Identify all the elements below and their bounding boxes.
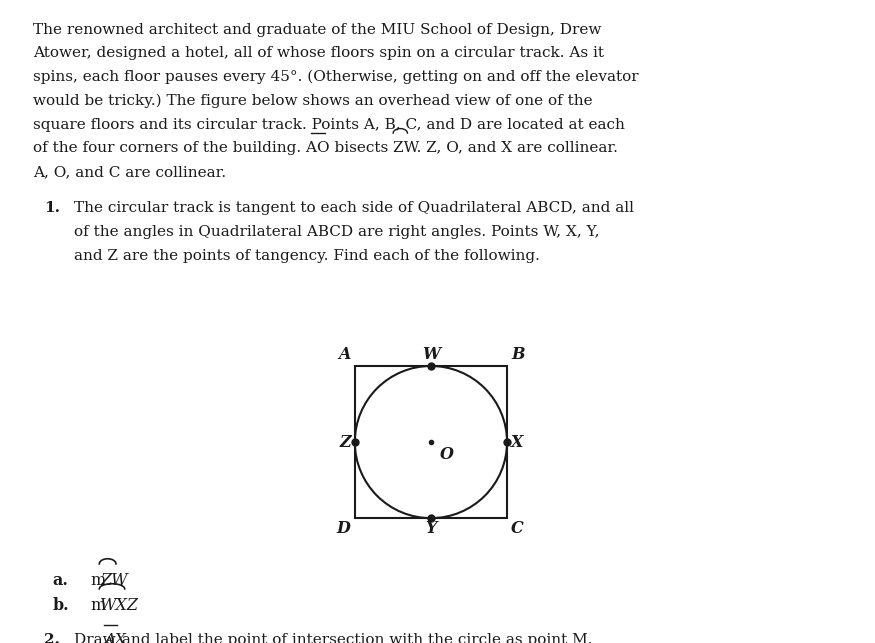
Text: AX: AX [104,633,126,643]
Text: ZW: ZW [100,572,128,589]
Text: WXZ: WXZ [100,597,139,614]
Text: and Z are the points of tangency. Find each of the following.: and Z are the points of tangency. Find e… [74,248,540,262]
Text: and label the point of intersection with the circle as point M.: and label the point of intersection with… [117,633,592,643]
Text: The circular track is tangent to each side of Quadrilateral ABCD, and all: The circular track is tangent to each si… [74,201,634,215]
Text: of the four corners of the building. AO bisects ZW. Z, O, and X are collinear.: of the four corners of the building. AO … [33,141,618,156]
Text: of the angles in Quadrilateral ABCD are right angles. Points W, X, Y,: of the angles in Quadrilateral ABCD are … [74,225,600,239]
Text: Y: Y [425,520,437,537]
Text: 1.: 1. [44,201,60,215]
Text: square floors and its circular track. Points A, B, C, and D are located at each: square floors and its circular track. Po… [33,118,625,132]
Text: D: D [337,520,351,537]
Text: A: A [339,346,351,363]
Text: m: m [90,572,105,589]
Text: The renowned architect and graduate of the MIU School of Design, Drew: The renowned architect and graduate of t… [33,23,602,37]
Text: spins, each floor pauses every 45°. (Otherwise, getting on and off the elevator: spins, each floor pauses every 45°. (Oth… [33,70,639,84]
Text: C: C [511,520,524,537]
Text: X: X [511,433,523,451]
Text: b.: b. [52,597,69,614]
Text: Z: Z [340,433,351,451]
Text: would be tricky.) The figure below shows an overhead view of one of the: would be tricky.) The figure below shows… [33,94,593,108]
Text: B: B [511,346,525,363]
Text: 2.: 2. [44,633,60,643]
Text: m: m [90,597,105,614]
Text: O: O [440,446,454,463]
Text: W: W [422,346,440,363]
Text: Draw: Draw [74,633,121,643]
Text: Atower, designed a hotel, all of whose floors spin on a circular track. As it: Atower, designed a hotel, all of whose f… [33,46,605,60]
Text: A, O, and C are collinear.: A, O, and C are collinear. [33,165,227,179]
Text: a.: a. [52,572,68,589]
